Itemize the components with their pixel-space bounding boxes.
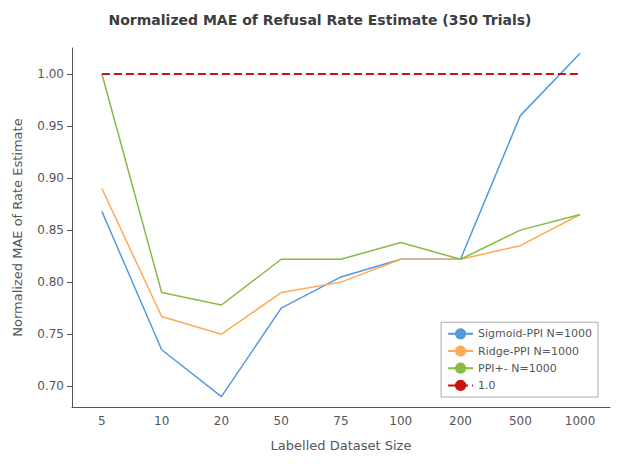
svg-text:0.85: 0.85 bbox=[37, 223, 64, 237]
svg-text:PPI+- N=1000: PPI+- N=1000 bbox=[478, 362, 557, 375]
svg-text:10: 10 bbox=[154, 414, 169, 428]
svg-text:Normalized MAE of Refusal Rate: Normalized MAE of Refusal Rate Estimate … bbox=[109, 12, 532, 28]
svg-text:Sigmoid-PPI N=1000: Sigmoid-PPI N=1000 bbox=[478, 327, 592, 340]
svg-text:50: 50 bbox=[274, 414, 289, 428]
svg-text:1.00: 1.00 bbox=[37, 67, 64, 81]
svg-text:0.70: 0.70 bbox=[37, 379, 64, 393]
svg-text:0.90: 0.90 bbox=[37, 171, 64, 185]
svg-text:0.75: 0.75 bbox=[37, 327, 64, 341]
svg-text:1.0: 1.0 bbox=[478, 379, 496, 392]
svg-text:200: 200 bbox=[449, 414, 472, 428]
svg-text:Ridge-PPI N=1000: Ridge-PPI N=1000 bbox=[478, 345, 579, 358]
svg-text:Normalized MAE of Rate Estimat: Normalized MAE of Rate Estimate bbox=[10, 118, 25, 336]
svg-text:Labelled Dataset Size: Labelled Dataset Size bbox=[271, 438, 412, 453]
svg-text:75: 75 bbox=[333, 414, 348, 428]
svg-text:1000: 1000 bbox=[565, 414, 596, 428]
svg-text:20: 20 bbox=[214, 414, 229, 428]
svg-text:100: 100 bbox=[389, 414, 412, 428]
svg-text:0.95: 0.95 bbox=[37, 119, 64, 133]
svg-text:500: 500 bbox=[509, 414, 532, 428]
svg-text:5: 5 bbox=[98, 414, 106, 428]
svg-text:0.80: 0.80 bbox=[37, 275, 64, 289]
